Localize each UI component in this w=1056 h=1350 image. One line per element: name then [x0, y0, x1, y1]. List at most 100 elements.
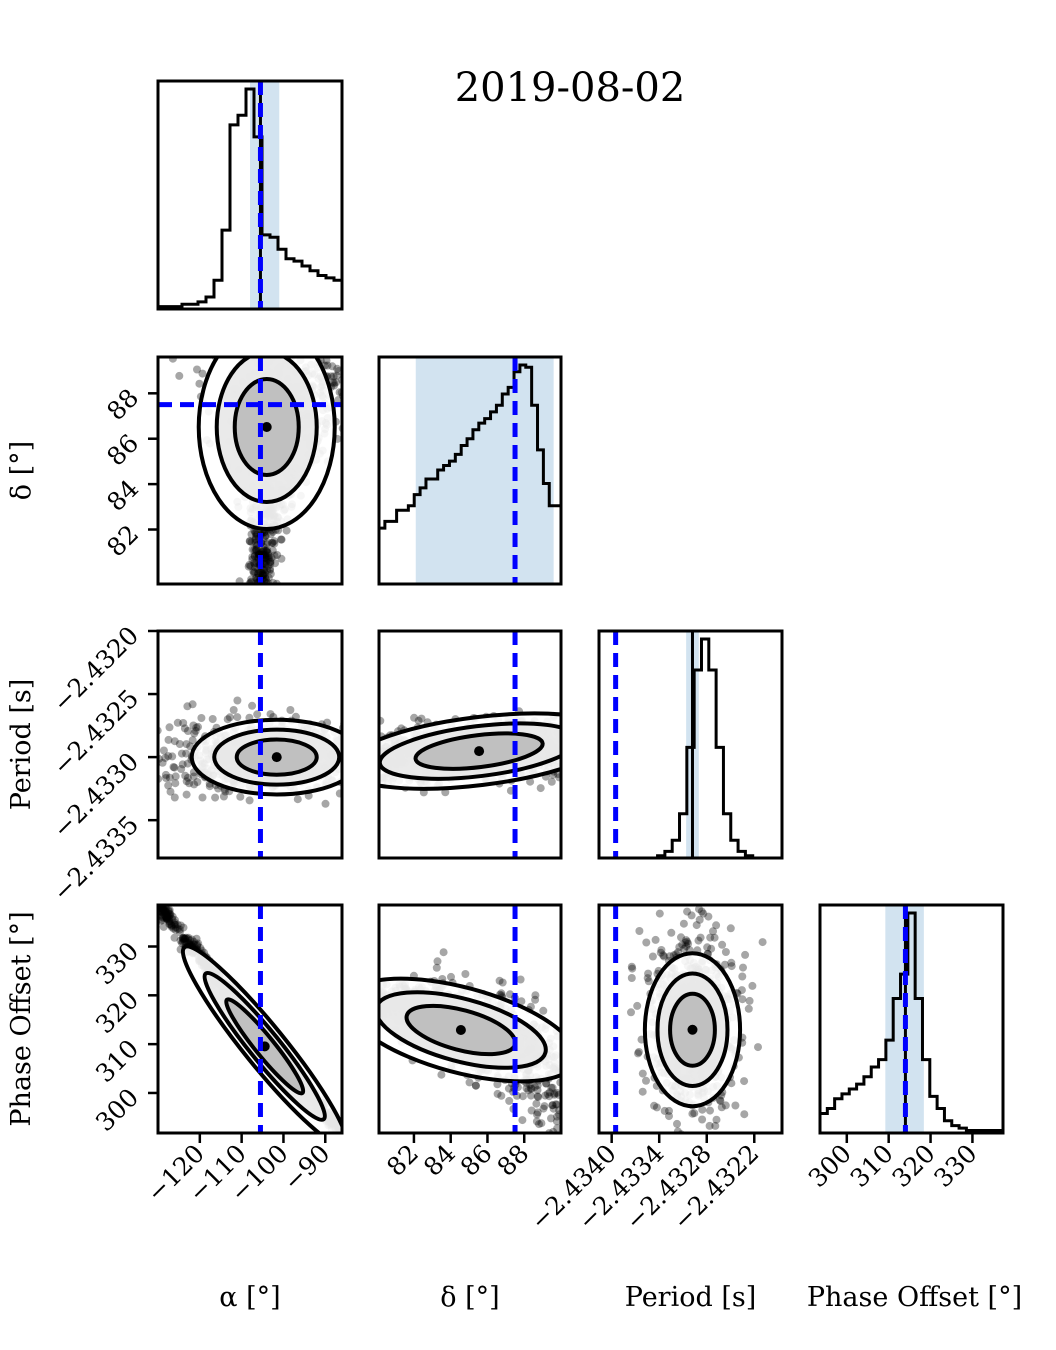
sample-point — [251, 535, 260, 544]
sample-point — [161, 912, 170, 921]
sample-point — [205, 782, 214, 791]
sample-point — [684, 939, 693, 948]
sample-point — [164, 912, 173, 921]
sample-point — [158, 905, 167, 913]
sample-point — [259, 343, 267, 351]
sample-point — [350, 761, 358, 769]
sample-point — [687, 911, 696, 920]
sample-point — [171, 916, 179, 925]
sample-point — [183, 702, 192, 711]
sample-point — [165, 910, 173, 918]
sample-point — [748, 981, 757, 990]
sample-point — [345, 762, 353, 770]
sample-point — [249, 567, 258, 576]
sample-point — [177, 765, 186, 773]
sample-point — [526, 777, 535, 786]
sample-point — [545, 1092, 554, 1101]
sample-point — [343, 403, 351, 411]
sample-point — [516, 975, 525, 984]
y-tick-label: 88 — [101, 383, 144, 426]
scatter-panel-4-2 — [379, 905, 561, 1133]
sample-point — [182, 347, 190, 355]
sample-point — [304, 342, 312, 350]
sample-point — [257, 547, 266, 556]
sample-point — [185, 779, 194, 788]
sample-point — [165, 911, 174, 920]
sample-point — [159, 913, 168, 922]
sample-point — [170, 737, 179, 746]
sample-point — [706, 933, 715, 942]
sample-point — [688, 1109, 697, 1118]
sample-point — [362, 758, 370, 766]
sample-point — [535, 1120, 543, 1129]
sample-point — [170, 793, 179, 802]
sample-point — [219, 792, 228, 801]
sample-point — [680, 944, 689, 953]
sample-point — [261, 550, 270, 559]
sample-point — [345, 365, 353, 373]
sample-point — [262, 552, 271, 561]
sample-point — [158, 905, 165, 912]
sample-point — [194, 722, 202, 731]
sample-point — [553, 1112, 561, 1121]
sample-point — [161, 770, 170, 779]
y-tick-label: 300 — [90, 1083, 144, 1137]
sample-point — [233, 696, 242, 705]
sample-point — [273, 551, 282, 559]
sample-point — [357, 745, 365, 753]
sample-point — [532, 1099, 541, 1108]
sample-point — [355, 359, 363, 367]
sample-point — [681, 1134, 689, 1142]
sample-point — [173, 920, 182, 929]
sample-point — [533, 1110, 541, 1119]
sample-point — [277, 535, 286, 544]
sample-point — [166, 919, 175, 928]
sample-point — [694, 936, 703, 945]
sample-point — [168, 915, 177, 924]
y-tick-label: 84 — [101, 474, 144, 517]
sample-point — [180, 937, 189, 946]
sample-point — [158, 906, 165, 915]
sample-point — [534, 1093, 543, 1101]
sample-point — [352, 390, 360, 398]
sample-point — [651, 935, 660, 944]
sample-point — [547, 777, 556, 786]
sample-point — [505, 1096, 514, 1105]
sample-point — [158, 915, 166, 924]
sample-point — [348, 405, 356, 413]
sample-point — [673, 1119, 681, 1128]
sample-point — [718, 940, 727, 949]
sample-point — [365, 380, 373, 388]
sample-point — [261, 546, 270, 555]
sample-point — [644, 977, 653, 986]
sample-point — [291, 343, 299, 351]
sample-point — [727, 958, 736, 967]
sample-point — [263, 566, 272, 575]
sample-point — [250, 568, 259, 577]
sample-point — [644, 969, 653, 978]
sample-point — [261, 569, 269, 577]
sample-point — [692, 921, 701, 930]
sample-point — [677, 933, 685, 942]
sample-point — [627, 962, 636, 971]
histogram-panel-4 — [820, 905, 1003, 1133]
density-peak — [474, 746, 485, 757]
histogram-panel-3 — [599, 631, 782, 858]
sample-point — [366, 355, 374, 363]
sample-point — [136, 744, 144, 752]
sample-point — [356, 364, 364, 372]
sample-point — [193, 778, 202, 786]
sample-point — [332, 378, 341, 387]
sample-point — [710, 933, 719, 942]
sample-point — [266, 558, 275, 567]
sample-point — [266, 557, 275, 566]
sample-point — [679, 890, 687, 898]
sample-point — [330, 379, 338, 388]
sample-point — [550, 1090, 559, 1099]
sample-point — [277, 535, 285, 544]
sample-point — [158, 905, 166, 912]
sample-point — [745, 996, 754, 1005]
sample-point — [531, 995, 540, 1004]
panel-frame — [597, 903, 784, 1135]
sample-point — [261, 553, 270, 562]
